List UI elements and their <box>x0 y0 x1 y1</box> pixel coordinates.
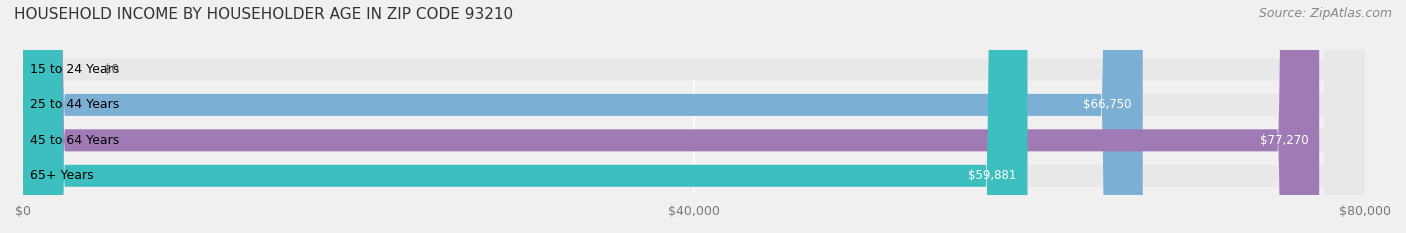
Text: 45 to 64 Years: 45 to 64 Years <box>30 134 120 147</box>
Text: Source: ZipAtlas.com: Source: ZipAtlas.com <box>1258 7 1392 20</box>
Text: $66,750: $66,750 <box>1084 98 1132 111</box>
Text: 25 to 44 Years: 25 to 44 Years <box>30 98 120 111</box>
FancyBboxPatch shape <box>22 0 1365 233</box>
Text: 65+ Years: 65+ Years <box>30 169 93 182</box>
Text: 15 to 24 Years: 15 to 24 Years <box>30 63 120 76</box>
FancyBboxPatch shape <box>22 0 1028 233</box>
FancyBboxPatch shape <box>22 0 1319 233</box>
Text: $0: $0 <box>104 63 118 76</box>
FancyBboxPatch shape <box>22 0 1365 233</box>
Text: HOUSEHOLD INCOME BY HOUSEHOLDER AGE IN ZIP CODE 93210: HOUSEHOLD INCOME BY HOUSEHOLDER AGE IN Z… <box>14 7 513 22</box>
FancyBboxPatch shape <box>22 0 1365 233</box>
FancyBboxPatch shape <box>22 0 1365 233</box>
FancyBboxPatch shape <box>22 0 1143 233</box>
Text: $59,881: $59,881 <box>969 169 1017 182</box>
Text: $77,270: $77,270 <box>1260 134 1309 147</box>
FancyBboxPatch shape <box>22 0 56 233</box>
